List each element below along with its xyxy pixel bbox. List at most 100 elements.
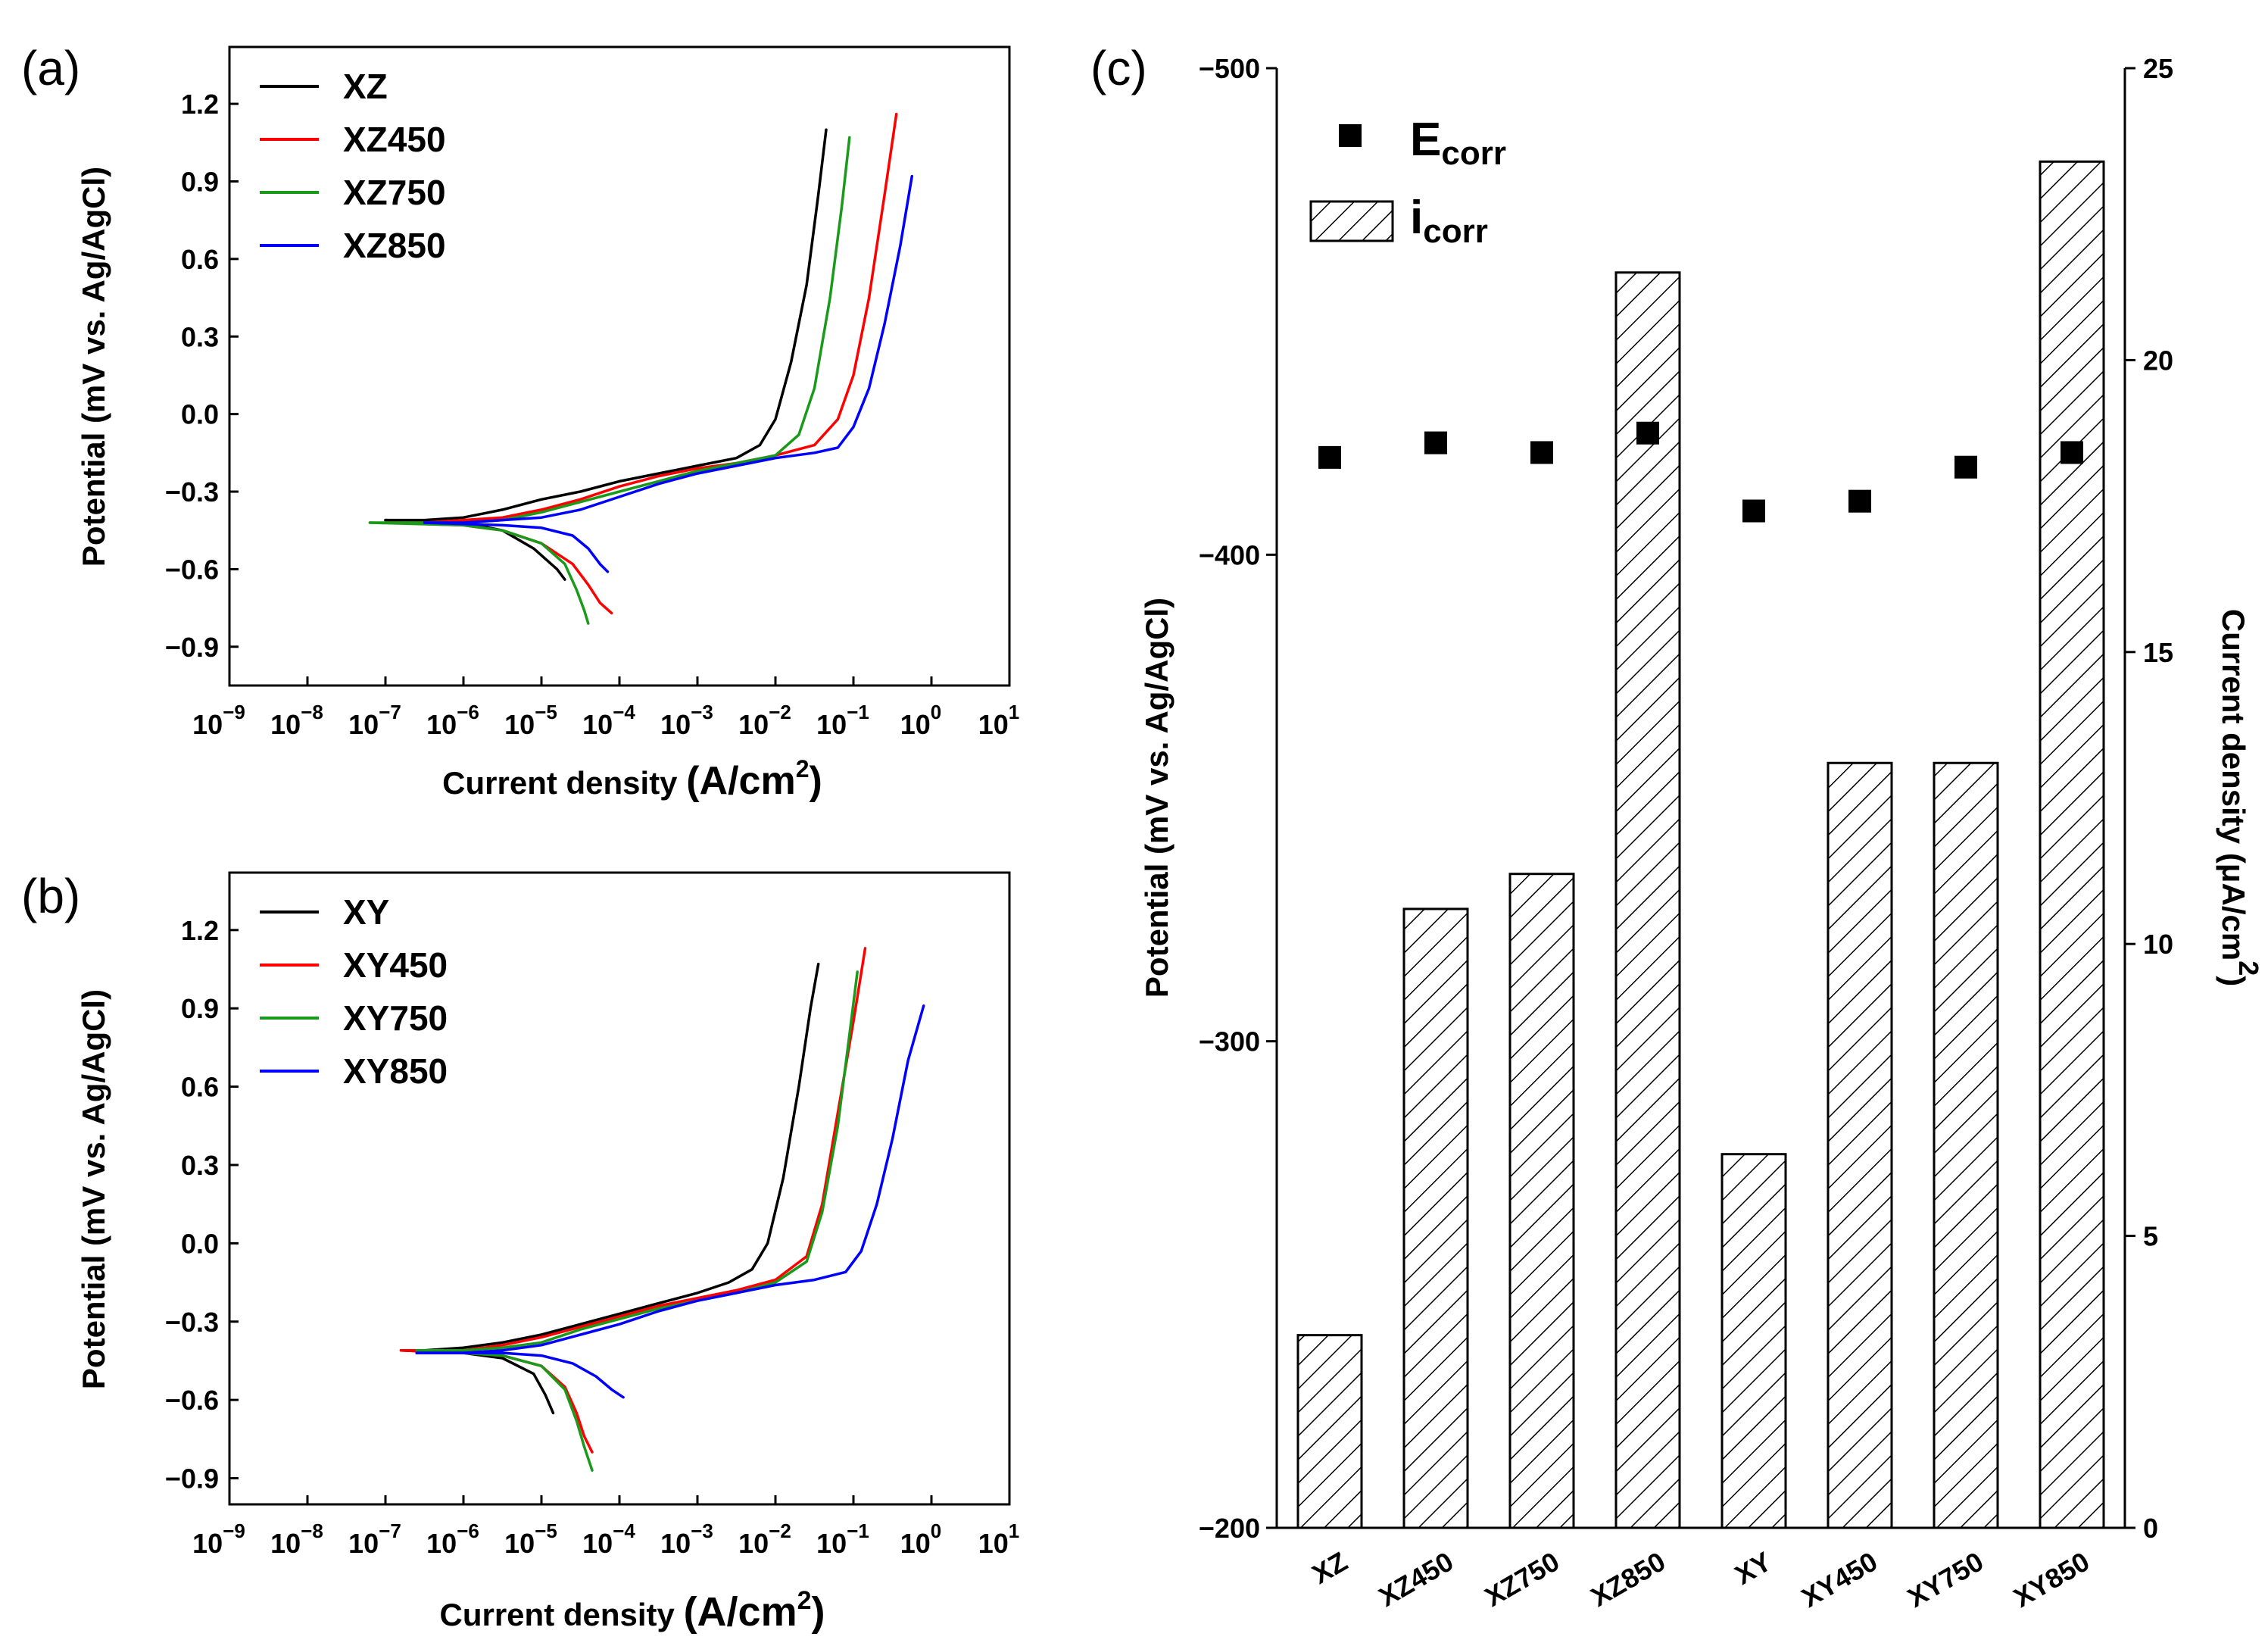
panel-b-ytick-label: −0.3 [165,1307,219,1338]
panel-a-xtick-label: 10−6 [426,701,479,740]
panel-c-category-xz450: XZ450 [1374,1545,1458,1613]
panel-b-ytick-label: 0.3 [181,1150,219,1181]
panel-a-ytick-label: 1.2 [181,89,219,120]
curve-xz850-anodic [423,174,914,524]
legend-icorr-swatch [1309,200,1394,242]
legend-ecorr-label: Ecorr [1410,114,1506,172]
panel-a-ytick-label: −0.3 [165,476,219,508]
legend-label-xz450: XZ450 [343,120,446,159]
legend-label-xz850: XZ850 [343,226,446,265]
icorr-bar-xz450 [1402,907,1469,1529]
curve-xy450-anodic [399,947,867,1352]
curve-xy750-anodic [415,970,859,1352]
panel-c-left-tick-label: −300 [1199,1026,1260,1057]
panel-a-xtick-label: 10−7 [348,701,401,740]
panel-c-right-tick-label: 10 [2143,929,2173,960]
curve-xy750-cathodic [415,1348,594,1472]
panel-a-xtick-label: 10−4 [582,701,635,740]
panel-a-ytick-label: 0.9 [181,166,219,197]
panel-c-points [1318,421,2083,523]
panel-a-ytick-label: −0.9 [165,632,219,663]
curve-xy-cathodic [399,1348,555,1415]
panel-b-xtick-label: 10−4 [582,1520,635,1559]
panel-b-xtick-label: 101 [978,1520,1020,1559]
icorr-bar-xy [1720,1153,1787,1529]
panel-c-y-title: Potential (mV vs. Ag/AgCl) [1139,598,1175,998]
legend-label-xy450: XY450 [343,945,448,985]
panel-c-right-tick-label: 20 [2143,345,2173,376]
panel-a-legend: XZ XZ450 XZ750 XZ850 [260,67,446,265]
panel-a-x-title: Current density (A/cm2) [442,755,822,803]
panel-a-xtick-label: 100 [900,701,942,740]
panel-b-xtick-label: 10−9 [192,1520,245,1559]
panel-c-y2-title-close: ) [2216,976,2251,986]
panel-a-ytick-label: −0.6 [165,554,219,585]
panel-c-chart: −500 −400 −300 −200 25 20 15 10 5 0 XZ XZ450 XZ750… [1139,53,2264,1613]
panel-b-xticks: 10−9 10−8 10−7 10−6 10−5 10−4 10−3 10−2 10−1 100 1… [192,1495,1019,1559]
panel-a-ytick-label: 0.6 [181,244,219,275]
panel-b-xtick-label: 10−2 [738,1520,791,1559]
panel-c-category-labels: XZ XZ450 XZ750 XZ850 XY XY450 XY750 XY850 [1307,1545,2095,1613]
legend-label-xy: XY [343,892,389,932]
panel-b-xtick-label: 10−5 [504,1520,557,1559]
panel-b-xtick-label: 10−6 [426,1520,479,1559]
panel-c-y2-title: Current density (μA/cm2) [2216,609,2264,986]
curve-xz450-anodic [384,112,898,524]
panel-a-ytick-label: 0.3 [181,321,219,352]
icorr-bar-xy850 [2039,160,2105,1529]
panel-c-category-xy450: XY450 [1796,1545,1883,1613]
panel-c-left-ticks: −500 −400 −300 −200 [1199,53,1277,1544]
panel-a-ytick-label: 0.0 [181,399,219,430]
panel-a-x-title-exp: 2 [796,755,810,782]
legend-icorr-label: icorr [1410,192,1488,250]
ecorr-point-xy [1742,499,1765,523]
panel-b-x-title: Current density (A/cm2) [440,1586,825,1635]
panel-a-curves [368,112,914,625]
panel-c-legend: Ecorr icorr [1309,114,1506,250]
panel-a-xtick-label: 10−8 [270,701,323,740]
legend-ecorr-marker [1339,124,1362,147]
curve-xy-anodic [399,962,820,1352]
panel-b-ytick-label: 0.0 [181,1228,219,1259]
panel-c-right-tick-label: 0 [2143,1513,2158,1544]
curve-xz-anodic [384,128,828,522]
curve-xz750-cathodic [368,521,590,625]
legend-label-xy750: XY750 [343,998,448,1038]
ecorr-point-xy450 [1848,489,1871,513]
panel-b-ytick-label: 0.6 [181,1072,219,1103]
curve-xy850-cathodic [415,1351,625,1399]
panel-b-x-title-exp: 2 [797,1586,812,1615]
panel-b-ytick-label: 1.2 [181,915,219,946]
panel-a-xtick-label: 10−1 [816,701,869,740]
panel-c-right-ticks: 25 20 15 10 5 0 [2125,53,2173,1544]
panel-b-legend: XY XY450 XY750 XY850 [260,892,448,1091]
ecorr-point-xy750 [1954,455,1977,479]
ecorr-point-xz [1318,445,1341,469]
panel-c-right-tick-label: 15 [2143,637,2173,668]
panel-c-y2-title-exp: 2 [2233,960,2264,976]
panel-c-category-xz: XZ [1307,1545,1352,1590]
panel-c-y2-title-main: Current density (μA/cm [2216,609,2251,960]
panel-label-a: (a) [21,41,80,95]
panel-c-left-tick-label: −400 [1199,539,1260,570]
panel-b-x-title-main: Current density [440,1597,684,1632]
panel-a-yticks: 1.2 0.9 0.6 0.3 0.0 −0.3 −0.6 −0.9 [165,89,239,663]
panel-a-xtick-label: 10−2 [738,701,791,740]
panel-c-category-xz750: XZ750 [1480,1545,1565,1613]
panel-a-xtick-label: 10−3 [660,701,713,740]
icorr-bar-xy450 [1827,761,1893,1529]
panel-b-x-title-unit: (A/cm [684,1589,797,1635]
panel-c-right-tick-label: 25 [2143,53,2173,84]
panel-label-b: (b) [21,869,80,923]
curve-xy450-cathodic [399,1348,594,1454]
ecorr-point-xz750 [1530,441,1553,464]
panel-b-curves [399,947,925,1472]
panel-a-xtick-label: 10−9 [192,701,245,740]
legend-icorr-sub: corr [1423,213,1488,250]
panel-b-ytick-label: 0.9 [181,993,219,1024]
panel-c-right-tick-label: 5 [2143,1221,2158,1252]
panel-c-left-tick-label: −200 [1199,1513,1260,1544]
ecorr-point-xy850 [2061,441,2083,464]
panel-b-yticks: 1.2 0.9 0.6 0.3 0.0 −0.3 −0.6 −0.9 [165,915,239,1495]
